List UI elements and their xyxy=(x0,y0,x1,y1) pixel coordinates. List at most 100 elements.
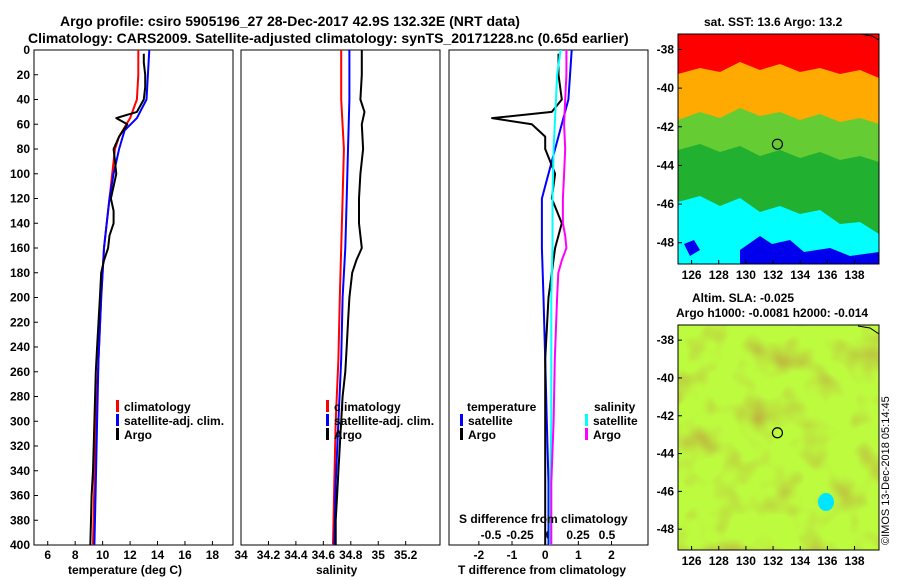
x-tick-label: 34.2 xyxy=(257,548,281,562)
temperature-panel: 6 8 10 12 14 16 18 0 20 40 60 80 100 120 140 160 180 200… xyxy=(10,43,234,577)
legend-swatch-argo xyxy=(116,428,119,440)
x-tick-label: 0 xyxy=(542,548,549,562)
legend-t-argo: Argo xyxy=(468,428,496,442)
sla-map-frame xyxy=(677,324,880,551)
difference-panel: -2 -1 0 1 2 -0.5 -0.25 0 0.25 0.5 S difference f… xyxy=(448,49,649,577)
series-line-satellite-adj-clim- xyxy=(333,50,351,545)
y-tick-label: 360 xyxy=(10,489,30,503)
x-tick-label: 14 xyxy=(151,548,165,562)
map-x-tick-label: 128 xyxy=(709,554,729,568)
legend-argo: Argo xyxy=(334,428,362,442)
legend-t-satellite: satellite xyxy=(468,414,513,428)
map-y-tick-label: -38 xyxy=(657,333,675,347)
map-y-tick-label: -42 xyxy=(657,409,675,423)
map-x-tick-label: 134 xyxy=(790,554,810,568)
temperature-y-ticks: 0 20 40 60 80 100 120 140 160 180 200 220 240 260 280 3… xyxy=(10,43,38,552)
salinity-legend: climatology satellite-adj. clim. Argo xyxy=(326,400,434,442)
x-tick-label: 8 xyxy=(72,548,79,562)
s-difference-label: S difference from climatology xyxy=(459,512,628,526)
series-line-salinity-argo xyxy=(550,50,568,545)
map-x-tick-label: 126 xyxy=(682,268,702,282)
salinity-panel: 34 34.2 34.4 34.6 34.8 35 35.2 salinity climat… xyxy=(234,49,441,577)
temperature-lines xyxy=(89,50,151,545)
salinity-x-label: salinity xyxy=(316,563,358,577)
legend-swatch-argo xyxy=(326,428,329,440)
y-tick-label: 280 xyxy=(10,390,30,404)
temperature-axes-frame xyxy=(33,49,234,546)
legend-temperature-title: temperature xyxy=(467,400,537,414)
x-tick-label: -2 xyxy=(474,548,485,562)
legend-swatch-climatology xyxy=(326,400,329,412)
series-line-temperature-satellite xyxy=(540,50,573,545)
x-tick-label: 34.6 xyxy=(312,548,336,562)
y-tick-label: 300 xyxy=(10,414,30,428)
s-tick-label: 0.5 xyxy=(599,528,616,542)
y-tick-label: 340 xyxy=(10,464,30,478)
x-tick-label: 35.2 xyxy=(394,548,418,562)
y-tick-label: 180 xyxy=(10,266,30,280)
y-tick-label: 60 xyxy=(17,117,31,131)
legend-swatch-s-satellite xyxy=(585,414,588,426)
y-tick-label: 240 xyxy=(10,340,30,354)
legend-climatology: climatology xyxy=(124,400,191,414)
y-tick-label: 200 xyxy=(10,291,30,305)
sla-map-title-line1: Altim. SLA: -0.025 xyxy=(692,291,794,305)
sst-map-title: sat. SST: 13.6 Argo: 13.2 xyxy=(704,15,843,29)
map-x-tick-label: 134 xyxy=(790,268,810,282)
map-y-tick-label: -46 xyxy=(657,197,675,211)
y-tick-label: 100 xyxy=(10,167,30,181)
figure-title-line1: Argo profile: csiro 5905196_27 28-Dec-20… xyxy=(60,13,520,29)
y-tick-label: 20 xyxy=(17,68,31,82)
x-tick-label: -1 xyxy=(507,548,518,562)
sst-map-image xyxy=(678,34,879,264)
legend-swatch-satellite xyxy=(326,414,329,426)
difference-s-ticks: -0.5 -0.25 0 0.25 0.5 xyxy=(481,528,616,542)
map-y-tick-label: -48 xyxy=(657,236,675,250)
y-tick-label: 220 xyxy=(10,315,30,329)
sst-map-panel: sat. SST: 13.6 Argo: 13.2 126 128 130 132 13… xyxy=(657,15,880,282)
x-tick-label: 12 xyxy=(123,548,137,562)
y-tick-label: 260 xyxy=(10,365,30,379)
x-tick-label: 6 xyxy=(44,548,51,562)
x-tick-label: 18 xyxy=(206,548,220,562)
map-x-tick-label: 138 xyxy=(845,268,865,282)
map-x-tick-label: 126 xyxy=(682,554,702,568)
y-tick-label: 0 xyxy=(23,43,30,57)
map-x-tick-label: 130 xyxy=(736,554,756,568)
imos-stamp: ©IMOS 13-Dec-2018 05:14:45 xyxy=(880,396,892,545)
temperature-legend: climatology satellite-adj. clim. Argo xyxy=(116,400,224,442)
sla-map-ticks: 126 128 130 132 134 136 138 -38 -40 -42 -44 -46 -48 xyxy=(657,333,865,568)
map-x-tick-label: 132 xyxy=(763,268,783,282)
legend-climatology: climatology xyxy=(334,400,401,414)
series-line-argo xyxy=(334,50,366,545)
legend-swatch-climatology xyxy=(116,400,119,412)
series-line-argo xyxy=(89,53,147,545)
y-tick-label: 140 xyxy=(10,216,30,230)
t-difference-label: T difference from climatology xyxy=(458,563,626,577)
map-y-tick-label: -44 xyxy=(657,447,675,461)
series-line-satellite-adj-clim- xyxy=(93,50,151,545)
map-x-tick-label: 132 xyxy=(763,554,783,568)
series-line-salinity-satellite xyxy=(549,50,562,545)
legend-salinity-title: salinity xyxy=(594,400,636,414)
legend-argo: Argo xyxy=(124,428,152,442)
map-y-tick-label: -38 xyxy=(657,42,675,56)
argo-location-marker xyxy=(771,427,784,439)
x-tick-label: 35 xyxy=(372,548,386,562)
s-tick-label: -0.25 xyxy=(506,528,534,542)
x-tick-label: 1 xyxy=(575,548,582,562)
x-tick-label: 10 xyxy=(96,548,110,562)
x-tick-label: 34 xyxy=(234,548,248,562)
map-x-tick-label: 136 xyxy=(817,554,837,568)
map-x-tick-label: 136 xyxy=(817,268,837,282)
difference-legend: temperature satellite Argo salinity sate… xyxy=(460,400,638,442)
x-tick-label: 2 xyxy=(608,548,615,562)
s-tick-label: -0.5 xyxy=(481,528,502,542)
y-tick-label: 380 xyxy=(10,513,30,527)
figure-title-line2: Climatology: CARS2009. Satellite-adjuste… xyxy=(28,30,629,46)
temperature-x-ticks: 6 8 10 12 14 16 18 xyxy=(44,541,219,562)
map-x-tick-label: 130 xyxy=(736,268,756,282)
x-tick-label: 34.8 xyxy=(339,548,363,562)
temperature-x-label: temperature (deg C) xyxy=(68,563,182,577)
